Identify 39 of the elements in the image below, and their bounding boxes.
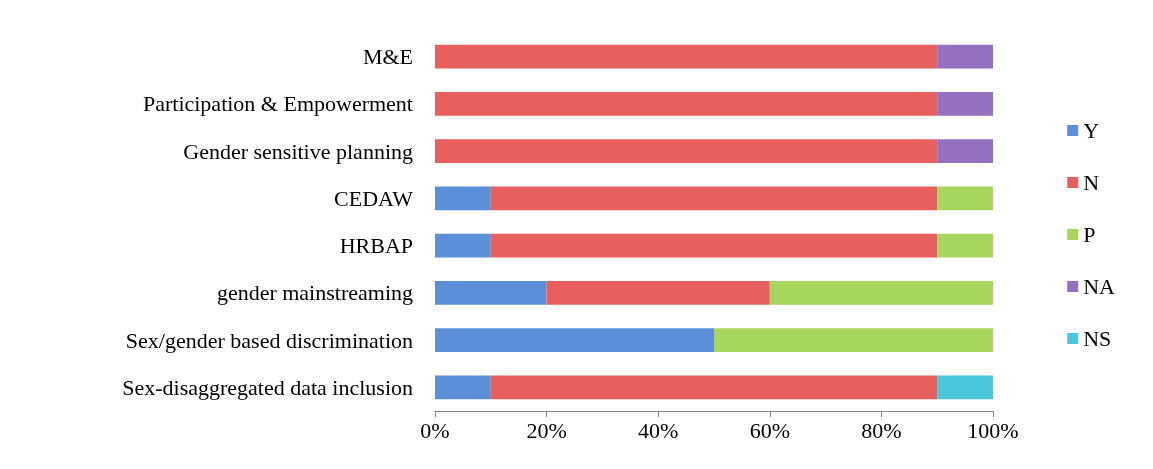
bar xyxy=(435,92,938,116)
bar xyxy=(937,92,993,116)
x-tick-label: 0% xyxy=(420,417,450,443)
bar xyxy=(937,186,993,211)
y-tick-label: Sex-disaggregated data inclusion xyxy=(122,374,413,400)
x-tick-label: 20% xyxy=(526,417,567,443)
y-tick-label: Sex/gender based discrimination xyxy=(125,327,413,353)
y-tick-label: Participation & Empowerment xyxy=(142,91,413,117)
x-tick-label: 80% xyxy=(861,417,902,443)
bar xyxy=(435,44,938,69)
bar xyxy=(937,44,993,69)
y-tick-label: CEDAW xyxy=(334,185,414,211)
y-tick-label: M&E xyxy=(362,44,413,70)
bar xyxy=(937,139,993,163)
legend-label: NS xyxy=(1083,326,1112,351)
y-tick-label: gender mainstreaming xyxy=(216,280,413,306)
y-tick-label: Gender sensitive planning xyxy=(183,138,413,164)
x-tick-label: 40% xyxy=(638,417,679,443)
bar xyxy=(937,375,993,400)
bar xyxy=(435,139,938,163)
bar xyxy=(435,186,491,211)
legend-label: P xyxy=(1083,222,1096,247)
legend-label: NA xyxy=(1083,274,1116,299)
legend-label: Y xyxy=(1083,118,1100,143)
bar xyxy=(435,233,491,258)
bar xyxy=(714,328,993,352)
bar xyxy=(490,233,938,258)
bar xyxy=(546,281,770,305)
bar xyxy=(769,281,993,305)
bar xyxy=(435,328,714,352)
bar xyxy=(490,186,938,211)
bar xyxy=(490,375,938,400)
bar xyxy=(435,375,491,400)
x-tick-label: 100% xyxy=(967,417,1019,443)
legend-label: N xyxy=(1083,170,1100,195)
x-tick-label: 60% xyxy=(749,417,790,443)
bar xyxy=(435,281,547,305)
bar xyxy=(937,233,993,258)
y-tick-label: HRBAP xyxy=(339,233,413,259)
